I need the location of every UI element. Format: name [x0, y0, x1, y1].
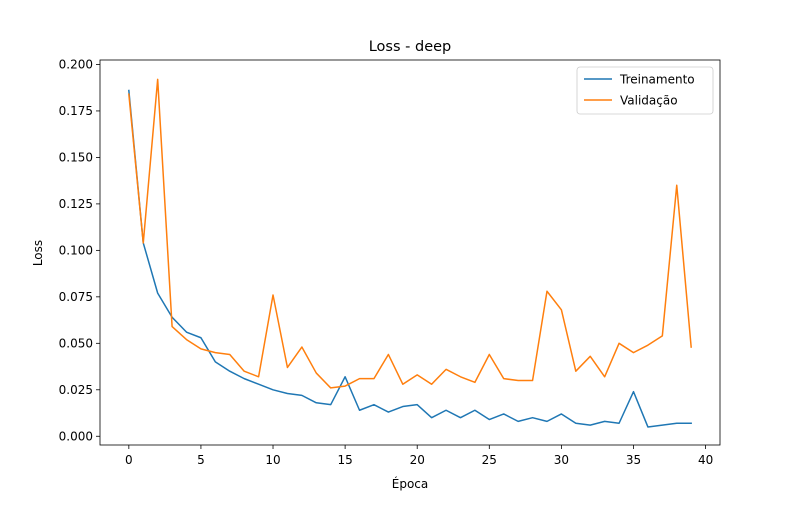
x-tick-label: 0 [125, 453, 133, 467]
x-tick-label: 20 [410, 453, 425, 467]
legend: Treinamento Validação [576, 66, 714, 115]
y-axis-label: Loss [31, 240, 45, 266]
x-axis-label: Época [392, 476, 429, 491]
series-line-validacao [128, 78, 692, 389]
y-tick-label: 0.125 [59, 197, 93, 211]
legend-label-treinamento: Treinamento [619, 73, 695, 87]
x-tick-label: 35 [626, 453, 641, 467]
y-tick-label: 0.000 [59, 429, 93, 443]
plot-area [99, 59, 721, 446]
axes-frame [99, 59, 721, 446]
x-axis: 0 5 10 15 20 25 30 35 40 [125, 445, 713, 467]
x-tick-label: 30 [554, 453, 569, 467]
y-tick-label: 0.050 [59, 337, 93, 351]
chart-title: Loss - deep [369, 39, 452, 55]
x-tick-label: 15 [337, 453, 352, 467]
x-tick-label: 25 [482, 453, 497, 467]
series-line-treinamento [128, 89, 692, 428]
y-tick-label: 0.150 [59, 151, 93, 165]
legend-label-validacao: Validação [620, 94, 678, 108]
y-tick-label: 0.025 [59, 383, 93, 397]
y-tick-label: 0.075 [59, 290, 93, 304]
x-tick-label: 10 [265, 453, 280, 467]
y-axis: 0.000 0.025 0.050 0.075 0.100 0.125 0.150 0.175… [59, 58, 100, 443]
x-tick-label: 5 [197, 453, 205, 467]
y-tick-label: 0.200 [59, 58, 93, 72]
y-tick-label: 0.100 [59, 244, 93, 258]
y-tick-label: 0.175 [59, 104, 93, 118]
x-tick-label: 40 [698, 453, 713, 467]
series-layer [128, 78, 692, 428]
